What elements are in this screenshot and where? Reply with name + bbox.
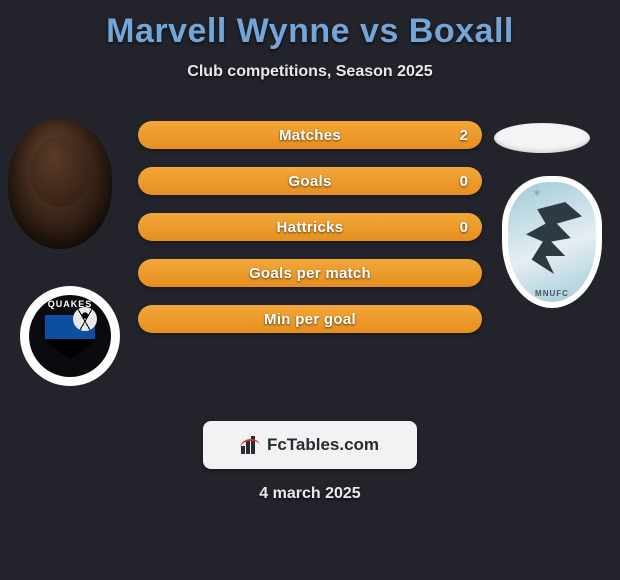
stat-value-left: 2: [460, 127, 468, 144]
player-left-avatar: [8, 119, 112, 249]
stat-row-matches: Matches 2: [138, 121, 482, 149]
stat-row-goals: Goals 0: [138, 167, 482, 195]
team-left-badge-inner: QUAKES: [29, 295, 111, 377]
stat-row-goals-per-match: Goals per match: [138, 259, 482, 287]
stat-label: Min per goal: [264, 311, 356, 328]
date-label: 4 march 2025: [0, 485, 620, 503]
team-right-badge-label: MNUFC: [502, 289, 602, 298]
brand-text: FcTables.com: [267, 435, 379, 455]
team-left-badge-label: QUAKES: [29, 299, 111, 309]
page-title: Marvell Wynne vs Boxall: [0, 0, 620, 51]
stat-label: Goals per match: [249, 265, 371, 282]
brand-box: FcTables.com: [203, 421, 417, 469]
loon-bird-icon: [526, 202, 582, 274]
stat-label: Hattricks: [277, 219, 344, 236]
stat-row-min-per-goal: Min per goal: [138, 305, 482, 333]
brand-name: FcTables: [267, 435, 339, 454]
stat-value-left: 0: [460, 173, 468, 190]
stat-value-left: 0: [460, 219, 468, 236]
star-icon: ✶: [532, 186, 542, 200]
brand-suffix: .com: [339, 435, 379, 454]
soccer-ball-icon: [73, 307, 97, 331]
team-left-badge: QUAKES: [20, 286, 120, 386]
stat-row-hattricks: Hattricks 0: [138, 213, 482, 241]
stat-label: Goals: [288, 173, 331, 190]
comparison-panel: QUAKES ✶ MNUFC Matches 2 Goals 0 Hattric…: [0, 111, 620, 411]
bar-chart-icon: [241, 436, 261, 454]
team-right-badge: ✶ MNUFC: [502, 176, 602, 308]
stat-label: Matches: [279, 127, 341, 144]
stat-bars: Matches 2 Goals 0 Hattricks 0 Goals per …: [138, 121, 482, 351]
page-subtitle: Club competitions, Season 2025: [0, 63, 620, 81]
player-right-avatar-placeholder: [494, 123, 590, 153]
